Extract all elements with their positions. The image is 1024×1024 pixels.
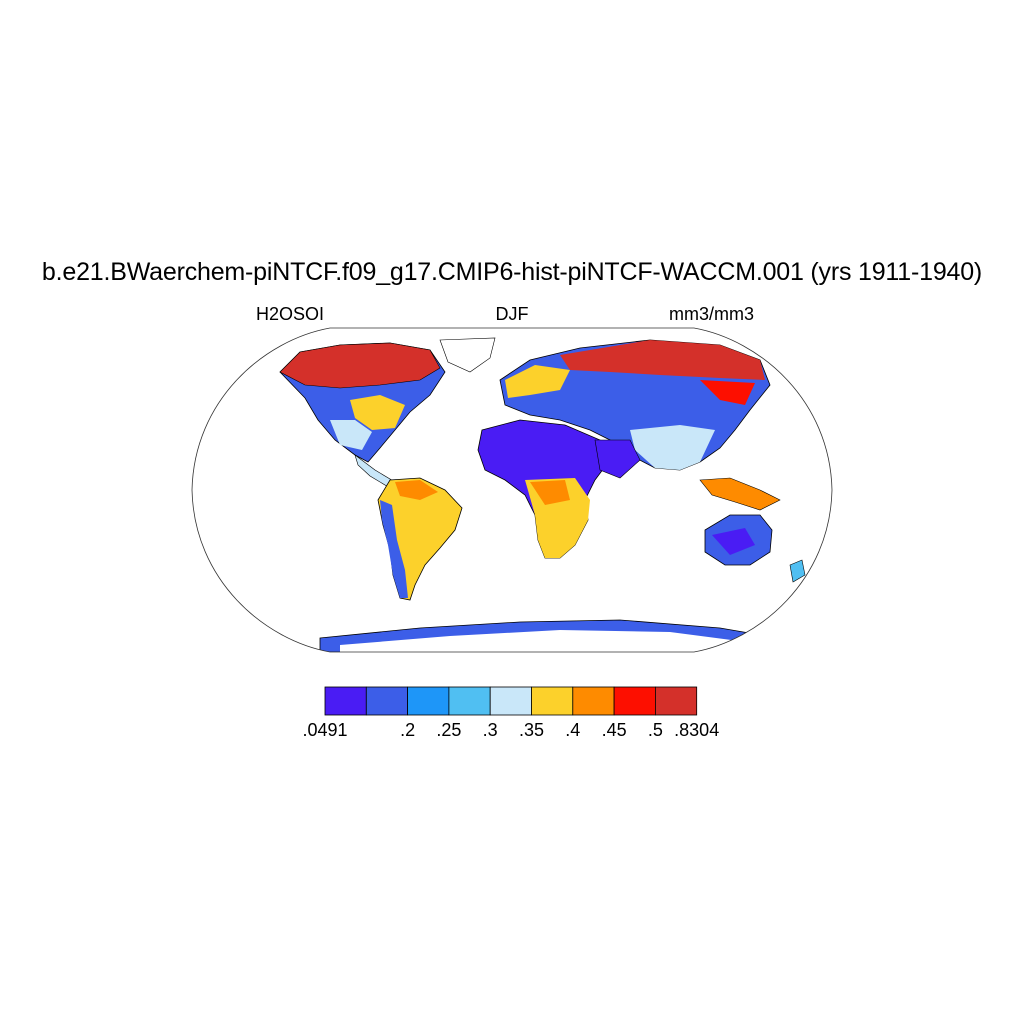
units-label: mm3/mm3	[669, 304, 754, 324]
colorbar-box-6	[572, 686, 615, 716]
australia-interior	[712, 528, 755, 555]
colorbar-box-5	[531, 686, 574, 716]
asia-south	[630, 425, 715, 470]
eurasia-central	[700, 380, 755, 405]
colorbar-tick-label: .4	[565, 720, 581, 740]
north-america-arctic	[279, 342, 441, 389]
figure-title: b.e21.BWaerchem-piNTCF.f09_g17.CMIP6-his…	[41, 258, 983, 286]
colorbar-tick-label: .3	[482, 720, 498, 740]
colorbar-tick-label: .5	[647, 720, 663, 740]
north-america-southeast	[330, 420, 372, 450]
africa-equatorial	[530, 480, 570, 505]
colorbar-box-4	[489, 686, 532, 716]
colorbar-box-3	[448, 686, 491, 716]
colorbar-tick-label: .2	[400, 720, 416, 740]
antarctica-interior	[340, 630, 770, 652]
season-label: DJF	[495, 304, 529, 324]
eurasia-north	[560, 340, 765, 380]
south-america-north	[395, 480, 438, 500]
colorbar-box-1	[365, 686, 408, 716]
variable-label: H2OSOI	[256, 304, 325, 324]
colorbar-box-2	[407, 686, 450, 716]
europe-band	[505, 365, 570, 398]
colorbar-box-7	[613, 686, 656, 716]
southeast-asia-islands	[699, 477, 781, 511]
globe-outline	[191, 327, 833, 653]
south-america-andes	[380, 500, 408, 598]
colorbar-tick-label: .25	[436, 720, 462, 740]
colorbar-box-8	[655, 686, 698, 716]
north-america-east	[350, 395, 405, 430]
new-zealand-region	[789, 559, 806, 583]
colorbar-tick-label: .0491	[302, 720, 348, 740]
colorbar-tick-label: .35	[518, 720, 545, 740]
colorbar-box-0	[324, 686, 367, 716]
colorbar-tick-label: .45	[601, 720, 627, 740]
colorbar-tick-label: .8304	[674, 720, 720, 740]
greenland-region	[439, 337, 496, 373]
arabia-region	[594, 439, 641, 479]
